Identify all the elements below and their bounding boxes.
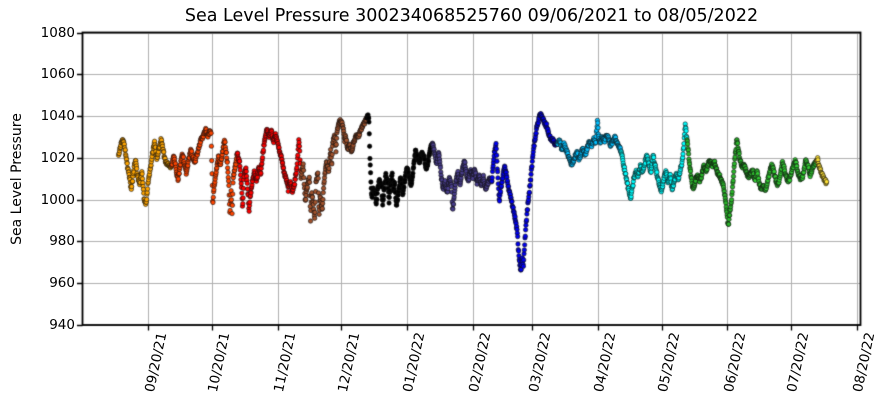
y-tick-label: 980	[49, 233, 75, 250]
y-tick-label: 940	[49, 317, 75, 333]
y-tick-label: 1000	[40, 191, 75, 208]
y-tick-label: 1060	[40, 66, 75, 83]
y-tick-label: 1020	[40, 149, 75, 166]
y-tick-label: 1080	[40, 24, 75, 41]
y-tick-label: 1040	[40, 108, 75, 125]
chart-title: Sea Level Pressure 300234068525760 09/06…	[184, 6, 759, 26]
y-tick-label: 960	[49, 275, 75, 292]
